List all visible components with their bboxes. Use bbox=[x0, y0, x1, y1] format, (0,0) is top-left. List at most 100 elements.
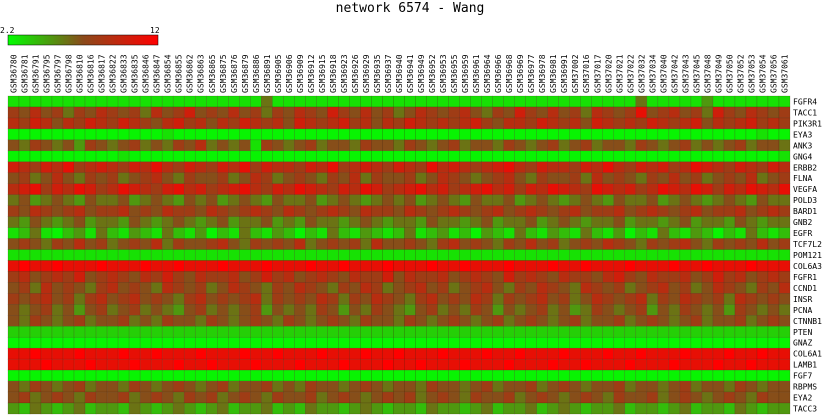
y-tick-label: POM121 bbox=[793, 251, 822, 260]
heatmap-cell bbox=[778, 315, 791, 327]
heatmap-cell bbox=[371, 282, 383, 294]
x-tick-label: GSM36959 bbox=[461, 54, 470, 93]
heatmap-cell bbox=[239, 150, 251, 163]
heatmap-cell bbox=[745, 161, 758, 174]
heatmap-cell bbox=[51, 150, 64, 163]
heatmap-cell bbox=[525, 238, 537, 250]
heatmap-cell bbox=[448, 183, 460, 195]
y-tick-label: VEGFA bbox=[793, 185, 817, 194]
heatmap-cell bbox=[7, 128, 20, 141]
heatmap-cell bbox=[734, 227, 747, 239]
heatmap-cell bbox=[239, 194, 251, 206]
heatmap-cell bbox=[84, 326, 97, 338]
heatmap-cell bbox=[283, 249, 295, 261]
heatmap-cell bbox=[767, 128, 780, 141]
heatmap-cell bbox=[261, 150, 273, 163]
heatmap-cell bbox=[172, 358, 185, 371]
heatmap-cell bbox=[481, 358, 493, 371]
heatmap-cell bbox=[393, 95, 405, 108]
heatmap-cell bbox=[701, 271, 714, 283]
heatmap-cell bbox=[723, 271, 736, 283]
heatmap-cell bbox=[393, 271, 405, 283]
heatmap-cell bbox=[756, 304, 769, 316]
heatmap-cell bbox=[459, 117, 471, 130]
heatmap-cell bbox=[679, 293, 692, 305]
heatmap-cell bbox=[767, 194, 780, 206]
heatmap-cell bbox=[150, 227, 163, 239]
heatmap-cell bbox=[261, 347, 273, 360]
heatmap-cell bbox=[51, 358, 64, 371]
heatmap-cell bbox=[228, 172, 240, 184]
heatmap-cell bbox=[679, 106, 692, 119]
heatmap-cell bbox=[426, 304, 438, 316]
heatmap-cell bbox=[580, 139, 592, 152]
heatmap-cell bbox=[371, 271, 383, 283]
heatmap-cell bbox=[558, 227, 570, 239]
heatmap-cell bbox=[349, 95, 361, 108]
heatmap-cell bbox=[558, 128, 570, 141]
heatmap-cell bbox=[29, 358, 42, 371]
heatmap-cell bbox=[679, 391, 692, 404]
heatmap-cell bbox=[360, 304, 372, 316]
heatmap-cell bbox=[217, 128, 229, 141]
heatmap-cell bbox=[84, 106, 97, 119]
heatmap-cell bbox=[73, 216, 86, 228]
heatmap-cell bbox=[492, 391, 504, 404]
heatmap-cell bbox=[183, 391, 196, 404]
heatmap-cell bbox=[448, 271, 460, 283]
heatmap-cell bbox=[283, 172, 295, 184]
x-tick-label: GSM36879 bbox=[241, 54, 250, 93]
heatmap-cell bbox=[701, 304, 714, 316]
heatmap-cell bbox=[569, 106, 581, 119]
heatmap-cell bbox=[536, 150, 548, 163]
heatmap-cell bbox=[228, 106, 240, 119]
heatmap-cell bbox=[547, 106, 559, 119]
heatmap-cell bbox=[712, 260, 725, 272]
x-tick-label: GSM37056 bbox=[769, 54, 778, 93]
heatmap-cell bbox=[481, 336, 493, 349]
heatmap-cell bbox=[206, 249, 218, 261]
heatmap-cell bbox=[172, 139, 185, 152]
heatmap-cell bbox=[569, 271, 581, 283]
heatmap-cell bbox=[613, 227, 626, 239]
heatmap-cell bbox=[778, 282, 791, 294]
heatmap-cell bbox=[701, 249, 714, 261]
heatmap-cell bbox=[62, 358, 75, 371]
heatmap-cell bbox=[272, 172, 284, 184]
heatmap-cell bbox=[360, 95, 372, 108]
heatmap-cell bbox=[272, 326, 284, 338]
heatmap-cell bbox=[161, 194, 174, 206]
heatmap-cell bbox=[327, 326, 339, 338]
heatmap-cell bbox=[393, 205, 405, 217]
heatmap-cell bbox=[536, 358, 548, 371]
x-tick-label: GSM36953 bbox=[439, 54, 448, 93]
heatmap-cell bbox=[349, 358, 361, 371]
heatmap-cell bbox=[448, 391, 460, 404]
heatmap-cell bbox=[128, 260, 141, 272]
heatmap-cell bbox=[194, 402, 207, 415]
heatmap-cell bbox=[272, 380, 284, 393]
x-tick-label: GSM36846 bbox=[142, 54, 151, 93]
heatmap-cell bbox=[580, 347, 592, 360]
y-tick-label: CCND1 bbox=[793, 284, 817, 293]
heatmap-cell bbox=[701, 117, 714, 130]
heatmap-cell bbox=[712, 139, 725, 152]
heatmap-cell bbox=[525, 227, 537, 239]
heatmap-cell bbox=[635, 205, 648, 217]
x-tick-label: GSM37032 bbox=[637, 54, 646, 93]
heatmap-cell bbox=[481, 326, 493, 338]
y-tick-label: BARD1 bbox=[793, 207, 817, 216]
heatmap-cell bbox=[767, 161, 780, 174]
heatmap-cell bbox=[481, 172, 493, 184]
heatmap-cell bbox=[646, 161, 659, 174]
heatmap-cell bbox=[150, 282, 163, 294]
heatmap-cell bbox=[51, 128, 64, 141]
heatmap-cell bbox=[228, 347, 240, 360]
heatmap-cell bbox=[591, 260, 604, 272]
heatmap-cell bbox=[73, 347, 86, 360]
heatmap-cell bbox=[613, 172, 626, 184]
heatmap-cell bbox=[657, 249, 670, 261]
heatmap-cell bbox=[613, 293, 626, 305]
x-tick-label: GSM36876 bbox=[230, 54, 239, 93]
heatmap-cell bbox=[646, 402, 659, 415]
